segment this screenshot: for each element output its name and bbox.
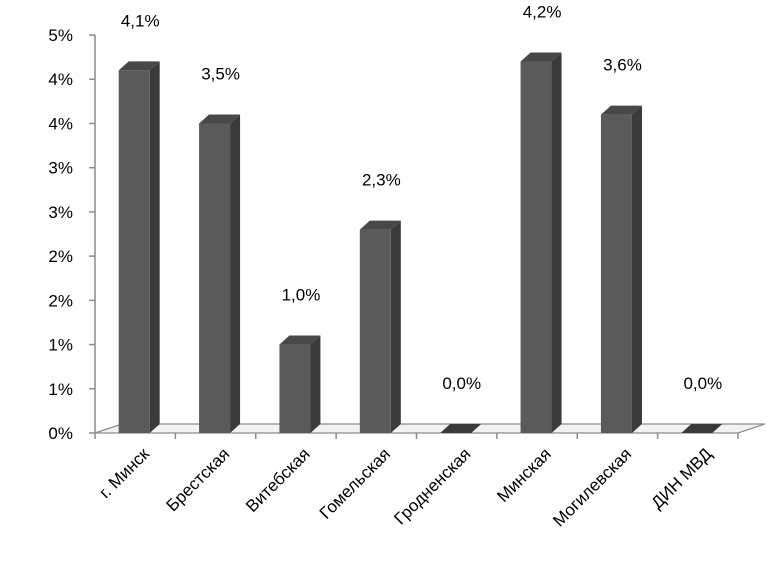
bar-top	[118, 61, 160, 71]
axis-layer	[89, 34, 766, 439]
bar-side	[551, 52, 562, 434]
category-label: Витебская	[242, 444, 314, 516]
data-label: 0,0%	[683, 374, 722, 393]
bar-front	[279, 344, 311, 433]
y-tick-label: 2%	[48, 247, 73, 266]
bar	[118, 61, 160, 433]
bar	[681, 424, 723, 433]
bar-top	[279, 335, 321, 345]
bar	[520, 52, 562, 434]
data-label: 4,1%	[121, 11, 160, 30]
data-label: 3,5%	[201, 64, 240, 83]
bar-front	[118, 70, 150, 433]
data-label: 1,0%	[282, 286, 321, 305]
bar-top	[520, 52, 562, 62]
bar	[359, 220, 401, 433]
category-label: г. Минск	[95, 444, 153, 502]
bar-front	[520, 61, 552, 434]
category-label: Гродненская	[390, 444, 474, 528]
bar-top	[199, 114, 241, 124]
bar-front	[199, 123, 231, 433]
bar-top	[359, 220, 401, 230]
bar-side	[230, 114, 241, 433]
bar-front	[359, 229, 391, 433]
y-tick-label: 4%	[48, 114, 73, 133]
data-label: 2,3%	[362, 171, 401, 190]
bar-top	[600, 105, 642, 115]
category-label: ДИН МВД	[647, 444, 715, 512]
bar	[600, 105, 642, 433]
y-tick-label: 3%	[48, 159, 73, 178]
y-tick-label: 5%	[48, 26, 73, 45]
data-label: 0,0%	[442, 374, 481, 393]
category-label: Могилевская	[549, 444, 635, 530]
data-label: 4,2%	[523, 3, 562, 22]
y-tick-label: 0%	[48, 424, 73, 443]
bars-layer	[118, 52, 723, 434]
category-label: Минская	[493, 444, 555, 506]
y-tick-label: 3%	[48, 203, 73, 222]
y-tick-label: 1%	[48, 380, 73, 399]
bar-front	[600, 114, 632, 433]
category-label: Брестская	[163, 444, 234, 515]
y-tick-label: 4%	[48, 70, 73, 89]
bar	[199, 114, 241, 433]
bar-side	[390, 220, 401, 433]
bar	[279, 335, 321, 433]
category-label: Гомельская	[316, 444, 394, 522]
bar	[440, 424, 482, 433]
bar-top	[681, 424, 723, 433]
y-tick-label: 1%	[48, 336, 73, 355]
bar-side	[149, 61, 160, 433]
chart-floor	[94, 423, 766, 434]
data-label: 3,6%	[603, 56, 642, 75]
bar-top	[440, 424, 482, 433]
y-tick-label: 2%	[48, 291, 73, 310]
bar-side	[631, 105, 642, 433]
bar-side	[310, 335, 321, 433]
